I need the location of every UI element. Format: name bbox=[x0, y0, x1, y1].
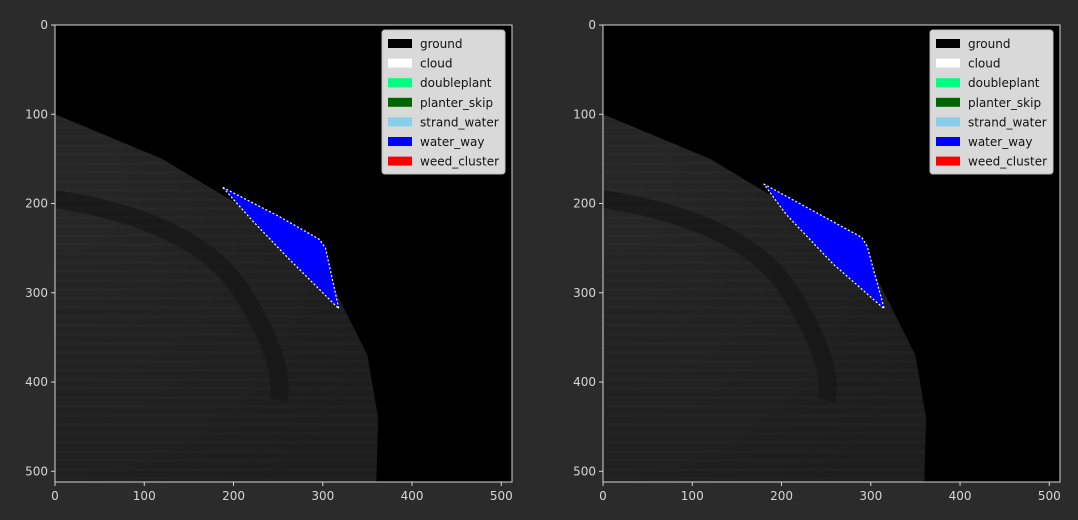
y-tick-label: 100 bbox=[25, 107, 48, 121]
legend-swatch-ground bbox=[936, 39, 960, 48]
legend-swatch-water_way bbox=[388, 137, 412, 146]
mask-water_way bbox=[222, 186, 340, 311]
y-tick-label: 500 bbox=[573, 464, 596, 478]
legend-label-strand_water: strand_water bbox=[420, 115, 499, 129]
x-tick-label: 0 bbox=[51, 489, 59, 503]
x-tick-label: 100 bbox=[133, 489, 156, 503]
y-tick-label: 300 bbox=[25, 286, 48, 300]
x-tick-label: 400 bbox=[949, 489, 972, 503]
legend-label-doubleplant: doubleplant bbox=[420, 76, 492, 90]
legend-label-weed_cluster: weed_cluster bbox=[968, 155, 1047, 169]
field-texture bbox=[603, 114, 927, 483]
legend-swatch-doubleplant bbox=[388, 78, 412, 88]
legend-label-cloud: cloud bbox=[420, 57, 453, 71]
legend-swatch-planter_skip bbox=[936, 97, 960, 107]
legend: ground cloud doubleplant planter_skipstrand… bbox=[381, 29, 506, 175]
y-tick-label: 300 bbox=[573, 286, 596, 300]
legend-label-cloud: cloud bbox=[968, 57, 1001, 71]
field-furrow bbox=[53, 190, 289, 403]
x-tick-label: 200 bbox=[222, 489, 245, 503]
x-tick-label: 400 bbox=[401, 489, 424, 503]
legend-label-ground: ground bbox=[420, 37, 462, 51]
legend-swatch-doubleplant bbox=[936, 78, 960, 88]
x-tick-label: 0 bbox=[599, 489, 607, 503]
plot-panel-1: 0 100 200 300 400 5000100200300400500groundcl… bbox=[25, 18, 513, 503]
legend-swatch-cloud bbox=[388, 58, 412, 68]
legend-swatch-cloud bbox=[936, 58, 960, 68]
x-tick-label: 300 bbox=[311, 489, 334, 503]
y-tick-label: 400 bbox=[25, 375, 48, 389]
legend-swatch-water_way bbox=[936, 137, 960, 146]
legend-label-ground: ground bbox=[968, 37, 1010, 51]
axes-frame bbox=[54, 24, 513, 483]
legend-swatch-weed_cluster bbox=[936, 156, 960, 166]
x-tick-label: 100 bbox=[681, 489, 704, 503]
legend-label-planter_skip: planter_skip bbox=[420, 96, 493, 110]
legend-box bbox=[929, 29, 1054, 175]
x-tick-label: 300 bbox=[859, 489, 882, 503]
legend: ground cloud doubleplant planter_skipstrand… bbox=[929, 29, 1054, 175]
y-tick-label: 100 bbox=[573, 107, 596, 121]
legend-label-planter_skip: planter_skip bbox=[968, 96, 1041, 110]
y-tick-label: 200 bbox=[573, 197, 596, 211]
legend-label-weed_cluster: weed_cluster bbox=[420, 155, 499, 169]
legend-label-water_way: water_way bbox=[420, 135, 484, 149]
field-texture bbox=[55, 114, 379, 483]
legend-swatch-strand_water bbox=[936, 117, 960, 127]
legend-swatch-ground bbox=[388, 39, 412, 48]
y-tick-label: 500 bbox=[25, 464, 48, 478]
mask-water_way bbox=[763, 183, 886, 311]
plot-panel-2: 0 100 200 300 400 5000100200300400500groundcl… bbox=[573, 18, 1061, 503]
x-tick-label: 200 bbox=[770, 489, 793, 503]
legend-label-strand_water: strand_water bbox=[968, 115, 1047, 129]
legend-label-water_way: water_way bbox=[968, 135, 1032, 149]
y-tick-label: 400 bbox=[573, 375, 596, 389]
x-tick-label: 500 bbox=[1038, 489, 1061, 503]
field-furrow bbox=[601, 190, 837, 403]
legend-swatch-planter_skip bbox=[388, 97, 412, 107]
y-tick-label: 200 bbox=[25, 197, 48, 211]
y-tick-label: 0 bbox=[40, 18, 48, 32]
x-tick-label: 500 bbox=[490, 489, 513, 503]
legend-swatch-weed_cluster bbox=[388, 156, 412, 166]
legend-box bbox=[381, 29, 506, 175]
legend-swatch-strand_water bbox=[388, 117, 412, 127]
y-tick-label: 0 bbox=[588, 18, 596, 32]
axes-frame bbox=[602, 24, 1061, 483]
legend-label-doubleplant: doubleplant bbox=[968, 76, 1040, 90]
